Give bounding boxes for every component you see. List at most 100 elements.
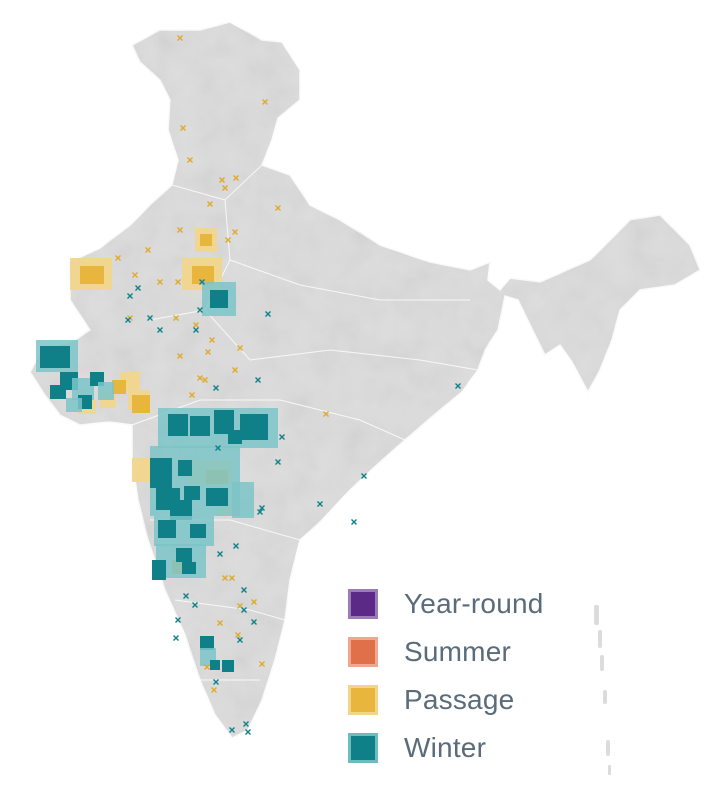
winter-grid-cell bbox=[182, 562, 196, 574]
passage-marker bbox=[235, 632, 241, 638]
winter-marker bbox=[255, 377, 261, 383]
winter-grid-cell bbox=[158, 520, 176, 538]
winter-grid-cell bbox=[222, 660, 234, 672]
winter-marker bbox=[251, 619, 257, 625]
passage-marker bbox=[177, 353, 183, 359]
passage-swatch bbox=[348, 685, 378, 715]
passage-marker bbox=[175, 279, 181, 285]
legend-item-year-round: Year-round bbox=[348, 580, 648, 628]
winter-marker bbox=[192, 602, 198, 608]
year-round-swatch bbox=[348, 589, 378, 619]
passage-grid-cell bbox=[192, 266, 214, 284]
summer-swatch bbox=[348, 637, 378, 667]
winter-marker bbox=[215, 445, 221, 451]
passage-marker bbox=[232, 367, 238, 373]
winter-marker bbox=[257, 509, 263, 515]
passage-marker bbox=[145, 247, 151, 253]
passage-marker bbox=[205, 349, 211, 355]
passage-marker bbox=[177, 227, 183, 233]
winter-grid-cell bbox=[214, 410, 234, 434]
winter-grid-cell bbox=[232, 482, 254, 518]
winter-swatch bbox=[348, 733, 378, 763]
winter-marker bbox=[233, 543, 239, 549]
winter-grid-cell bbox=[190, 416, 210, 436]
passage-marker bbox=[115, 255, 121, 261]
winter-grid-cell bbox=[210, 290, 228, 308]
legend: Year-round Summer Passage Winter bbox=[348, 580, 648, 772]
passage-grid-cell bbox=[200, 234, 212, 246]
winter-marker bbox=[157, 327, 163, 333]
winter-grid-cell bbox=[190, 524, 206, 538]
passage-grid-cell bbox=[112, 380, 126, 394]
winter-marker bbox=[197, 307, 203, 313]
winter-marker bbox=[147, 315, 153, 321]
passage-marker bbox=[211, 687, 217, 693]
winter-grid-cell bbox=[228, 430, 242, 444]
winter-grid-cell bbox=[168, 414, 188, 436]
winter-marker bbox=[279, 434, 285, 440]
passage-marker bbox=[193, 322, 199, 328]
winter-marker bbox=[245, 729, 251, 735]
passage-marker bbox=[233, 175, 239, 181]
passage-grid-cell bbox=[80, 266, 104, 284]
passage-marker bbox=[275, 205, 281, 211]
winter-marker bbox=[259, 505, 265, 511]
winter-grid-cell bbox=[72, 378, 94, 400]
winter-marker bbox=[173, 635, 179, 641]
winter-marker bbox=[455, 383, 461, 389]
winter-marker bbox=[275, 459, 281, 465]
winter-grid-cell bbox=[98, 382, 114, 400]
passage-marker bbox=[180, 125, 186, 131]
passage-marker bbox=[132, 272, 138, 278]
winter-marker bbox=[243, 721, 249, 727]
occurrence-markers bbox=[115, 35, 461, 735]
winter-marker bbox=[127, 293, 133, 299]
winter-marker bbox=[361, 473, 367, 479]
winter-grid-cell bbox=[66, 398, 82, 412]
winter-marker bbox=[183, 593, 189, 599]
passage-marker bbox=[202, 377, 208, 383]
winter-grid-cell bbox=[152, 560, 166, 580]
passage-marker bbox=[232, 229, 238, 235]
winter-marker bbox=[217, 551, 223, 557]
legend-item-passage: Passage bbox=[348, 676, 648, 724]
passage-marker bbox=[187, 157, 193, 163]
andaman-islands bbox=[594, 605, 611, 775]
legend-label: Passage bbox=[404, 684, 515, 715]
winter-marker bbox=[241, 587, 247, 593]
passage-grid-cell bbox=[132, 458, 150, 482]
winter-grid-cell bbox=[210, 660, 220, 670]
legend-item-winter: Winter bbox=[348, 724, 648, 772]
passage-marker bbox=[219, 177, 225, 183]
legend-item-summer: Summer bbox=[348, 628, 648, 676]
winter-grid-cell bbox=[240, 414, 268, 440]
winter-grid-cell bbox=[178, 460, 192, 476]
passage-marker bbox=[204, 664, 210, 670]
passage-marker bbox=[189, 392, 195, 398]
winter-marker bbox=[265, 311, 271, 317]
winter-marker bbox=[237, 637, 243, 643]
legend-label: Summer bbox=[404, 636, 511, 667]
passage-marker bbox=[323, 411, 329, 417]
winter-grid-cell bbox=[40, 346, 70, 368]
winter-grid-cell bbox=[176, 548, 192, 562]
legend-label: Winter bbox=[404, 732, 487, 763]
passage-marker bbox=[173, 315, 179, 321]
passage-marker bbox=[251, 599, 257, 605]
passage-marker bbox=[209, 337, 215, 343]
winter-marker bbox=[175, 617, 181, 623]
winter-marker bbox=[317, 501, 323, 507]
winter-marker bbox=[229, 727, 235, 733]
winter-marker bbox=[193, 327, 199, 333]
passage-marker bbox=[229, 575, 235, 581]
occurrence-grid-cells bbox=[36, 228, 278, 672]
passage-marker bbox=[222, 575, 228, 581]
winter-marker bbox=[135, 285, 141, 291]
passage-marker bbox=[237, 345, 243, 351]
passage-marker bbox=[262, 99, 268, 105]
passage-marker bbox=[177, 35, 183, 41]
winter-marker bbox=[213, 385, 219, 391]
winter-grid-cell bbox=[200, 636, 214, 650]
